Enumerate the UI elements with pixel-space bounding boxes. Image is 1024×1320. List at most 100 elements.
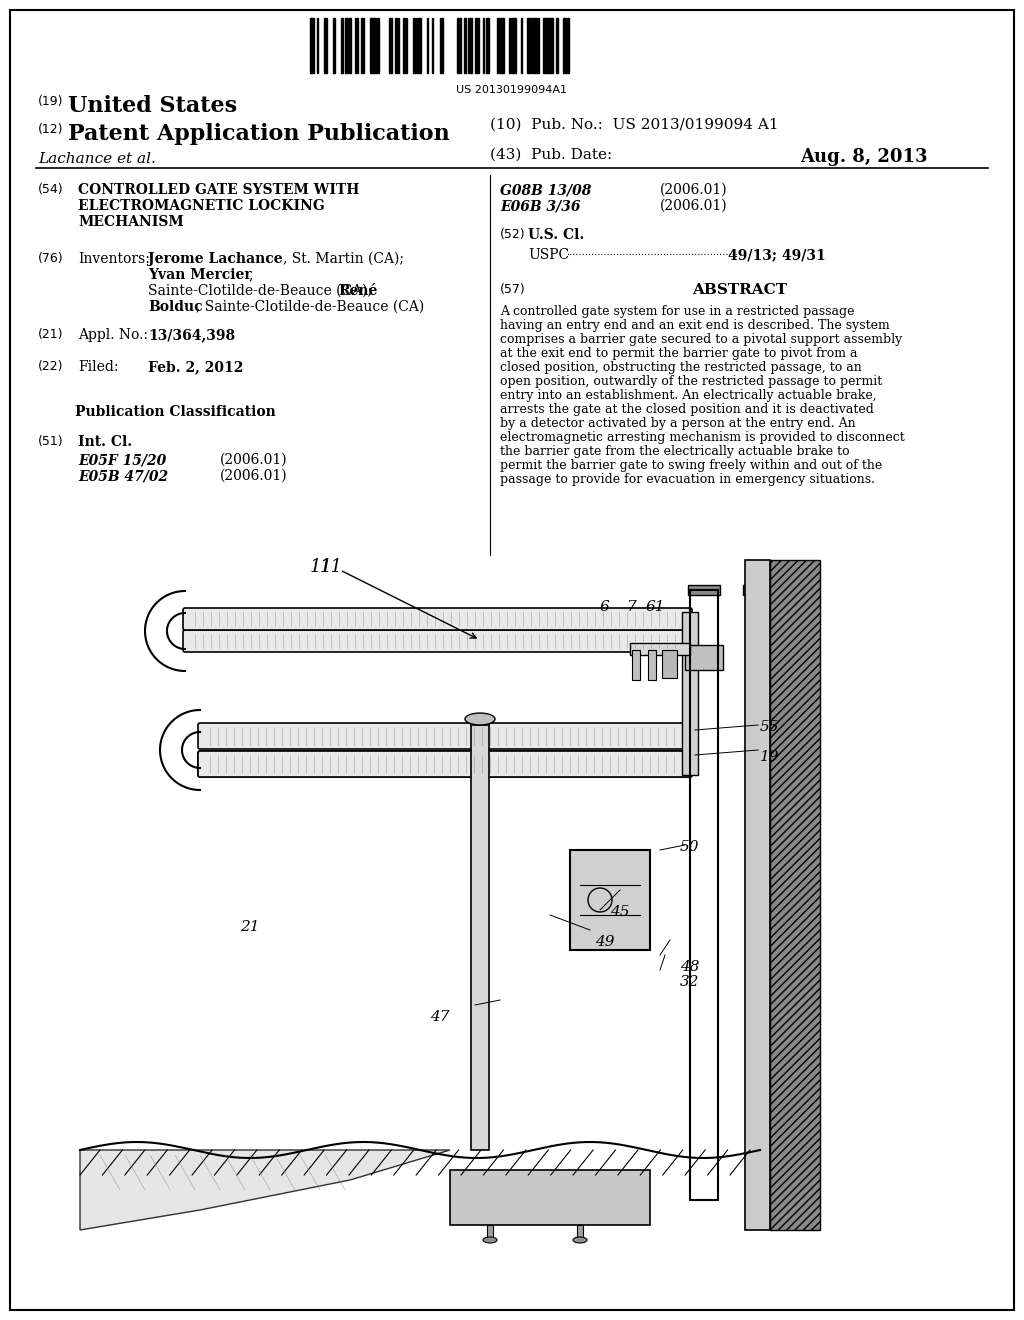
Text: 11: 11 — [319, 558, 343, 576]
Bar — [662, 649, 677, 678]
Text: Filed:: Filed: — [78, 360, 119, 374]
Text: electromagnetic arresting mechanism is provided to disconnect: electromagnetic arresting mechanism is p… — [500, 432, 905, 444]
Text: 50: 50 — [680, 840, 699, 854]
Text: (12): (12) — [38, 123, 63, 136]
Text: 55: 55 — [760, 719, 779, 734]
Bar — [471, 725, 489, 1150]
Bar — [371, 18, 374, 73]
Text: E05B 47/02: E05B 47/02 — [78, 469, 168, 483]
Text: Appl. No.:: Appl. No.: — [78, 327, 148, 342]
Text: Jerome Lachance: Jerome Lachance — [148, 252, 283, 267]
FancyBboxPatch shape — [198, 723, 692, 748]
FancyBboxPatch shape — [183, 609, 692, 630]
Text: 32: 32 — [680, 975, 699, 989]
Text: ABSTRACT: ABSTRACT — [692, 282, 787, 297]
Text: US 20130199094A1: US 20130199094A1 — [457, 84, 567, 95]
Bar — [564, 18, 566, 73]
Bar — [477, 18, 479, 73]
Text: G08B 13/08: G08B 13/08 — [500, 183, 592, 197]
Text: Feb. 2, 2012: Feb. 2, 2012 — [148, 360, 244, 374]
FancyBboxPatch shape — [198, 751, 692, 777]
Text: E05F 15/20: E05F 15/20 — [78, 453, 166, 467]
Bar — [632, 649, 640, 680]
Text: 7: 7 — [626, 601, 636, 614]
Text: ELECTROMAGNETIC LOCKING: ELECTROMAGNETIC LOCKING — [78, 199, 325, 213]
Bar — [375, 18, 377, 73]
Text: (52): (52) — [500, 228, 525, 242]
Text: (2006.01): (2006.01) — [660, 183, 728, 197]
Text: 19: 19 — [760, 750, 779, 764]
Bar — [417, 18, 419, 73]
Bar — [324, 18, 326, 73]
Bar — [419, 18, 421, 73]
Bar — [413, 18, 415, 73]
Bar — [361, 18, 362, 73]
Text: the barrier gate from the electrically actuable brake to: the barrier gate from the electrically a… — [500, 445, 850, 458]
Text: 49/13; 49/31: 49/13; 49/31 — [728, 248, 825, 261]
Bar — [529, 18, 532, 73]
Text: Sainte-Clotilde-de-Beauce (CA);: Sainte-Clotilde-de-Beauce (CA); — [148, 284, 377, 298]
Text: Patent Application Publication: Patent Application Publication — [68, 123, 450, 145]
Bar — [475, 18, 477, 73]
Text: (2006.01): (2006.01) — [220, 469, 288, 483]
Bar — [570, 850, 650, 950]
Text: (21): (21) — [38, 327, 63, 341]
Bar — [567, 18, 569, 73]
Bar — [577, 1225, 583, 1239]
Text: 13/364,398: 13/364,398 — [148, 327, 236, 342]
Bar — [535, 18, 538, 73]
Text: E06B 3/36: E06B 3/36 — [500, 199, 581, 213]
Text: 45: 45 — [610, 906, 630, 919]
Text: , St. Martin (CA);: , St. Martin (CA); — [283, 252, 404, 267]
Text: Bolduc: Bolduc — [148, 300, 203, 314]
Ellipse shape — [465, 713, 495, 725]
Text: by a detector activated by a person at the entry end. An: by a detector activated by a person at t… — [500, 417, 856, 430]
Text: MECHANISM: MECHANISM — [78, 215, 183, 228]
Text: comprises a barrier gate secured to a pivotal support assembly: comprises a barrier gate secured to a pi… — [500, 333, 902, 346]
Bar — [630, 643, 690, 655]
Bar — [690, 590, 718, 1200]
Text: 48: 48 — [680, 960, 699, 974]
Text: (51): (51) — [38, 436, 63, 447]
Text: USPC: USPC — [528, 248, 569, 261]
Bar — [457, 18, 459, 73]
Text: passage to provide for evacuation in emergency situations.: passage to provide for evacuation in eme… — [500, 473, 874, 486]
Text: having an entry end and an exit end is described. The system: having an entry end and an exit end is d… — [500, 319, 890, 333]
Text: 47: 47 — [430, 1010, 450, 1024]
Bar — [743, 585, 773, 595]
Text: 61: 61 — [646, 601, 666, 614]
Text: (57): (57) — [500, 282, 525, 296]
Bar — [549, 18, 551, 73]
Bar — [745, 560, 770, 1230]
Text: arrests the gate at the closed position and it is deactivated: arrests the gate at the closed position … — [500, 403, 873, 416]
Text: (43)  Pub. Date:: (43) Pub. Date: — [490, 148, 612, 162]
Polygon shape — [80, 1150, 450, 1230]
Text: (2006.01): (2006.01) — [220, 453, 288, 467]
Bar — [487, 1225, 493, 1239]
Bar — [510, 18, 512, 73]
Bar — [497, 18, 499, 73]
Bar — [688, 585, 720, 595]
Bar — [487, 18, 489, 73]
Text: Inventors:: Inventors: — [78, 252, 150, 267]
Bar — [311, 18, 314, 73]
Text: A controlled gate system for use in a restricted passage: A controlled gate system for use in a re… — [500, 305, 854, 318]
Text: permit the barrier gate to swing freely within and out of the: permit the barrier gate to swing freely … — [500, 459, 883, 473]
Text: Int. Cl.: Int. Cl. — [78, 436, 132, 449]
Bar — [685, 645, 723, 671]
Bar — [450, 1170, 650, 1225]
Text: (54): (54) — [38, 183, 63, 195]
Text: .......................................................: ........................................… — [566, 248, 738, 257]
FancyBboxPatch shape — [198, 751, 692, 777]
Bar — [544, 18, 546, 73]
FancyBboxPatch shape — [183, 630, 692, 652]
Bar — [355, 18, 358, 73]
Text: closed position, obstructing the restricted passage, to an: closed position, obstructing the restric… — [500, 360, 862, 374]
Text: , Sainte-Clotilde-de-Beauce (CA): , Sainte-Clotilde-de-Beauce (CA) — [196, 300, 424, 314]
Text: CONTROLLED GATE SYSTEM WITH: CONTROLLED GATE SYSTEM WITH — [78, 183, 359, 197]
Text: 49: 49 — [595, 935, 614, 949]
Text: René: René — [338, 284, 378, 298]
Ellipse shape — [573, 1237, 587, 1243]
Text: 11: 11 — [310, 558, 333, 576]
Bar — [345, 18, 347, 73]
